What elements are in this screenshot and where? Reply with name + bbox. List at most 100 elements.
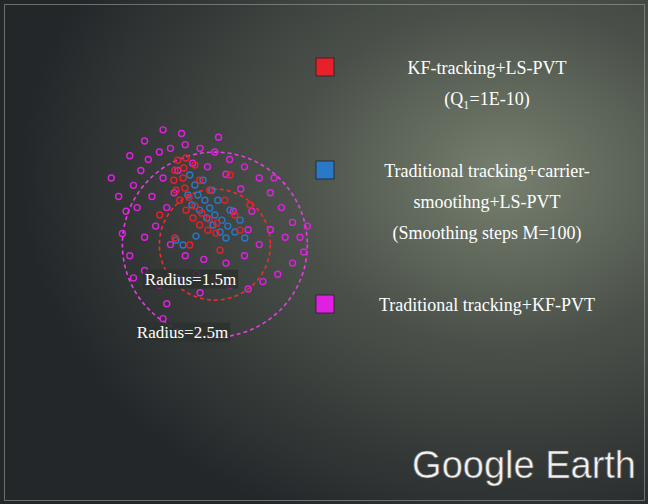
point [138, 168, 144, 174]
legend-swatch [316, 295, 334, 313]
point [222, 197, 228, 203]
legend: KF-tracking+LS-PVT(Q₁=1E-10) Traditional … [316, 58, 595, 315]
point [271, 175, 277, 181]
point [199, 210, 205, 216]
point [249, 208, 255, 214]
legend-label: Traditional tracking+carrier-smootihng+L… [384, 161, 590, 244]
series [108, 127, 310, 322]
legend-swatch [316, 161, 334, 179]
point [204, 164, 210, 170]
point [187, 172, 193, 178]
point [182, 185, 188, 191]
point [223, 235, 229, 241]
point [260, 279, 266, 285]
x-axis-top [5, 4, 645, 5]
point [212, 212, 218, 218]
point [182, 253, 188, 259]
point [171, 177, 177, 183]
legend-swatch [316, 58, 334, 76]
point [297, 234, 303, 240]
chart: Radius=1.5mRadius=2.5mKF-tracking+LS-PVT… [0, 0, 648, 504]
x-axis-top-line [5, 4, 645, 5]
point [237, 217, 243, 223]
point [223, 260, 229, 266]
point [180, 242, 186, 248]
point [160, 316, 166, 322]
point [217, 247, 223, 253]
point [160, 175, 166, 181]
point [180, 175, 186, 181]
point [145, 156, 151, 162]
point [183, 207, 189, 213]
point [267, 227, 273, 233]
point [215, 197, 221, 203]
point [193, 233, 199, 239]
point [186, 194, 192, 200]
x-axis [5, 500, 645, 501]
point [197, 222, 203, 228]
radius-label: Radius=2.5m [137, 323, 228, 342]
point [190, 215, 196, 221]
point [216, 134, 222, 140]
point [108, 175, 114, 181]
point [227, 172, 233, 178]
point [160, 127, 166, 133]
point [142, 234, 148, 240]
point [242, 235, 248, 241]
point [173, 187, 179, 193]
point [212, 149, 218, 155]
point [256, 175, 262, 181]
point [278, 205, 284, 211]
point [217, 229, 223, 235]
point [301, 249, 307, 255]
label-patch [135, 323, 230, 342]
radius-label-group: Radius=2.5m [135, 323, 230, 342]
label-patch [143, 270, 238, 289]
point [227, 156, 233, 162]
point [304, 223, 310, 229]
y-axis-right-line [644, 5, 645, 501]
point [192, 162, 198, 168]
point [227, 207, 233, 213]
point [116, 193, 122, 199]
point [123, 208, 129, 214]
point [183, 155, 189, 161]
background [0, 0, 648, 504]
point [275, 271, 281, 277]
x-axis-line [5, 500, 645, 501]
point [237, 227, 243, 233]
y-axis-right [644, 5, 645, 501]
point [256, 242, 262, 248]
point [290, 260, 296, 266]
radius-circle [122, 152, 307, 337]
point [197, 177, 203, 183]
point [214, 220, 220, 226]
series [157, 155, 253, 253]
point [192, 203, 198, 209]
point [245, 227, 251, 233]
point [179, 131, 185, 137]
point [157, 212, 163, 218]
y-axis-line [4, 5, 5, 501]
point [207, 205, 213, 211]
point [177, 197, 183, 203]
point [130, 275, 136, 281]
point [202, 197, 208, 203]
point [181, 165, 187, 171]
point [175, 157, 181, 163]
point [127, 153, 133, 159]
point [267, 190, 273, 196]
point [207, 187, 213, 193]
point [182, 142, 188, 148]
point [197, 145, 203, 151]
point [195, 192, 201, 198]
legend-label: KF-tracking+LS-PVT(Q₁=1E-10) [407, 58, 566, 110]
legend-label: Traditional tracking+KF-PVT [379, 295, 595, 315]
point [130, 182, 136, 188]
point [167, 145, 173, 151]
point [119, 230, 125, 236]
point [192, 182, 198, 188]
point [153, 223, 159, 229]
point [197, 290, 203, 296]
point [225, 223, 231, 229]
